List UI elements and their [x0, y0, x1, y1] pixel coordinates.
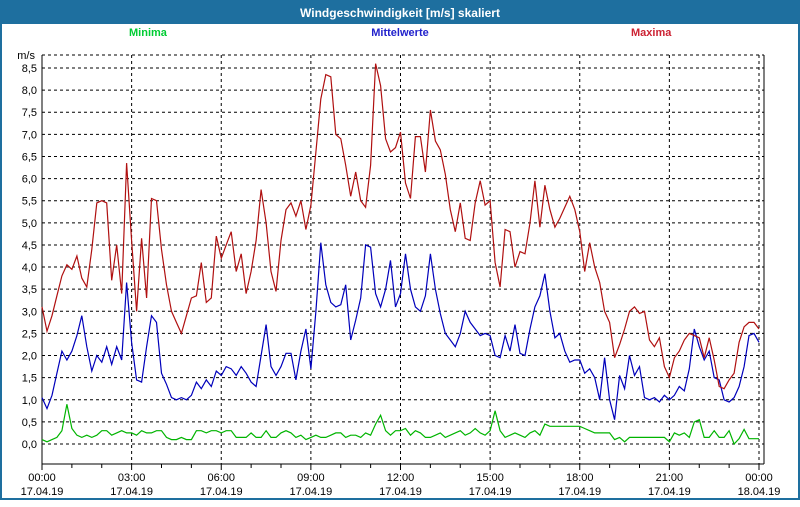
window-title: Windgeschwindigkeit [m/s] skaliert — [300, 6, 500, 20]
y-tick-label: 2,5 — [22, 328, 37, 340]
y-tick-label: 1,0 — [22, 395, 37, 407]
y-tick-label: 6,0 — [22, 174, 37, 186]
legend-minima-label: Minima — [129, 27, 167, 39]
x-axis-labels: 00:00 17.04.19 03:00 17.04.19 06:00 17.04.19 0… — [21, 472, 781, 498]
x-tick-date: 17.04.19 — [200, 486, 243, 498]
legend-mittelwerte-label: Mittelwerte — [371, 27, 429, 39]
x-tick-date: 17.04.19 — [648, 486, 691, 498]
x-tick-time: 00:00 — [28, 472, 56, 484]
y-tick-label: 0,0 — [22, 439, 37, 451]
title-bar: Windgeschwindigkeit [m/s] skaliert — [2, 2, 798, 24]
y-axis-labels: 0,0 0,5 1,0 1,5 2,0 2,5 3,0 3,5 4,0 4,5 5,0 5,5 6,0 6… — [17, 50, 37, 451]
y-tick-label: 8,5 — [22, 63, 37, 75]
y-tick-label: 4,5 — [22, 240, 37, 252]
y-tick-label: 6,5 — [22, 151, 37, 163]
y-tick-label: 7,0 — [22, 129, 37, 141]
y-tick-label: 0,5 — [22, 417, 37, 429]
x-tick-date: 17.04.19 — [289, 486, 332, 498]
x-tick-date: 17.04.19 — [110, 486, 153, 498]
y-tick-label: 1,5 — [22, 373, 37, 385]
x-tick-date: 17.04.19 — [469, 486, 512, 498]
x-tick-time: 12:00 — [387, 472, 415, 484]
y-axis-unit-label: m/s — [17, 50, 35, 62]
minima-line — [41, 404, 759, 446]
x-tick-time: 03:00 — [118, 472, 146, 484]
y-tick-label: 4,0 — [22, 262, 37, 274]
gridlines — [42, 54, 764, 464]
y-tick-label: 8,0 — [22, 85, 37, 97]
x-tick-time: 00:00 — [745, 472, 773, 484]
x-tick-date: 18.04.19 — [738, 486, 781, 498]
legend-maxima-label: Maxima — [631, 27, 672, 39]
x-tick-time: 18:00 — [566, 472, 594, 484]
maxima-line — [41, 63, 760, 390]
y-tick-label: 7,5 — [22, 107, 37, 119]
y-tick-label: 5,5 — [22, 196, 37, 208]
mittelwerte-line — [41, 242, 760, 420]
x-tick-time: 21:00 — [656, 472, 684, 484]
y-tick-label: 3,0 — [22, 306, 37, 318]
x-tick-time: 06:00 — [207, 472, 235, 484]
x-tick-date: 17.04.19 — [379, 486, 422, 498]
x-tick-time: 15:00 — [476, 472, 504, 484]
x-tick-time: 09:00 — [297, 472, 325, 484]
legend: Minima Mittelwerte Maxima — [2, 25, 798, 41]
y-tick-label: 5,0 — [22, 218, 37, 230]
axes — [41, 55, 765, 470]
x-tick-date: 17.04.19 — [558, 486, 601, 498]
y-tick-label: 2,0 — [22, 351, 37, 363]
x-tick-date: 17.04.19 — [21, 486, 64, 498]
y-tick-label: 3,5 — [22, 284, 37, 296]
